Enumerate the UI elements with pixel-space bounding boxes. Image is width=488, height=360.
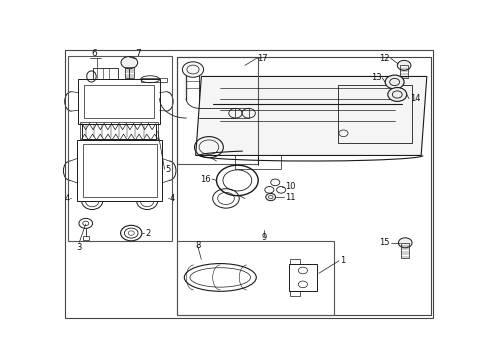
Circle shape: [182, 62, 203, 77]
Text: 6: 6: [91, 49, 97, 58]
Bar: [78, 79, 159, 123]
Text: 4: 4: [169, 194, 174, 203]
Text: 15: 15: [379, 238, 389, 247]
Bar: [93, 68, 118, 79]
Text: 10: 10: [284, 182, 295, 191]
Bar: [290, 258, 299, 264]
Text: 12: 12: [379, 54, 389, 63]
Text: 1: 1: [339, 256, 344, 265]
Circle shape: [387, 87, 406, 102]
Bar: [82, 144, 156, 197]
Polygon shape: [195, 76, 426, 156]
Text: 17: 17: [257, 54, 267, 63]
Text: 11: 11: [284, 193, 295, 202]
Bar: [400, 66, 407, 78]
Bar: [176, 57, 430, 315]
Bar: [68, 56, 172, 242]
Bar: [141, 78, 167, 82]
Circle shape: [121, 57, 138, 69]
Bar: [124, 67, 134, 78]
Bar: [176, 242, 333, 315]
Bar: [176, 57, 258, 164]
Bar: [84, 85, 154, 118]
Text: 3: 3: [77, 243, 82, 252]
Bar: [80, 122, 158, 140]
Bar: [290, 291, 299, 296]
Bar: [235, 108, 248, 118]
Bar: [77, 140, 162, 201]
Bar: [82, 123, 156, 139]
Text: 14: 14: [409, 94, 419, 103]
Bar: [235, 156, 280, 169]
Bar: [82, 236, 89, 240]
Bar: [401, 243, 408, 258]
Circle shape: [385, 75, 403, 89]
Text: 4: 4: [64, 194, 69, 203]
Text: 9: 9: [261, 233, 266, 242]
Text: 5: 5: [165, 165, 170, 174]
Text: 2: 2: [145, 229, 150, 238]
Text: 7: 7: [135, 49, 141, 58]
Text: 8: 8: [195, 241, 200, 250]
Bar: [337, 85, 411, 143]
Text: 16: 16: [200, 175, 210, 184]
Bar: [288, 264, 316, 291]
Circle shape: [398, 238, 411, 248]
Circle shape: [265, 193, 275, 201]
Text: 13: 13: [370, 73, 381, 82]
Circle shape: [396, 60, 410, 70]
